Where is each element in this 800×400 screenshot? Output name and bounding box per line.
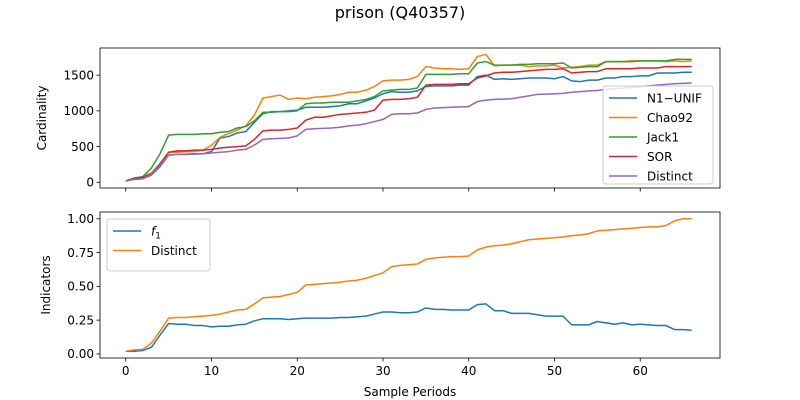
x-axis-label: Sample Periods xyxy=(364,385,456,399)
axes-frame xyxy=(99,211,721,359)
series-line-jack1 xyxy=(125,58,692,182)
legend: f1 Distinct xyxy=(106,218,211,272)
x-tick-label: 50 xyxy=(547,364,562,378)
x-tick-label: 0 xyxy=(122,364,130,378)
legend-label-main: f xyxy=(151,225,157,239)
legend: N1−UNIF Chao92 Jack1 SOR Distinct xyxy=(602,85,714,185)
legend-box xyxy=(602,85,714,185)
legend-label: f1 xyxy=(151,225,161,242)
y-tick-label: 1.00 xyxy=(67,212,94,226)
series-line-sor xyxy=(125,65,692,182)
legend-label: Distinct xyxy=(647,170,693,184)
y-tick-label: 0.75 xyxy=(67,246,94,260)
series-line-chao92 xyxy=(125,53,692,182)
y-tick-label: 0.00 xyxy=(67,347,94,361)
legend-label: N1−UNIF xyxy=(647,92,702,106)
y-tick-label: 0.25 xyxy=(67,313,94,327)
series-line-f1 xyxy=(125,303,692,352)
y-axis-label: Indicators xyxy=(39,255,53,314)
figure-title: prison (Q40357) xyxy=(334,3,466,22)
y-axis-label: Cardinality xyxy=(35,86,49,151)
x-tick-label: 10 xyxy=(204,364,219,378)
y-tick-label: 0 xyxy=(86,176,94,190)
y-tick-label: 1000 xyxy=(63,104,94,118)
legend-label: SOR xyxy=(647,150,672,164)
x-tick-label: 40 xyxy=(461,364,476,378)
y-tick-label: 1500 xyxy=(63,68,94,82)
legend-label: Chao92 xyxy=(647,111,693,125)
y-tick-label: 500 xyxy=(71,140,94,154)
legend-label-subscript: 1 xyxy=(155,232,161,242)
axes-frame xyxy=(99,47,721,189)
panel-indicators: 0 10 20 30 40 50 60 0.00 0.25 0.50 0.75 1.00 Indicat… xyxy=(39,211,721,399)
series-line-distinct xyxy=(125,82,692,182)
legend-label: Distinct xyxy=(151,244,197,258)
x-tick-label: 20 xyxy=(290,364,305,378)
panel-cardinality: 0 500 1000 1500 Cardinality N1−UNIF Chao92 Jack… xyxy=(35,47,721,192)
legend-label: Jack1 xyxy=(646,131,679,145)
legend-box xyxy=(106,218,211,272)
series-line-distinct xyxy=(125,218,692,352)
x-tick-label: 60 xyxy=(633,364,648,378)
y-tick-label: 0.50 xyxy=(67,280,94,294)
x-tick-label: 30 xyxy=(375,364,390,378)
